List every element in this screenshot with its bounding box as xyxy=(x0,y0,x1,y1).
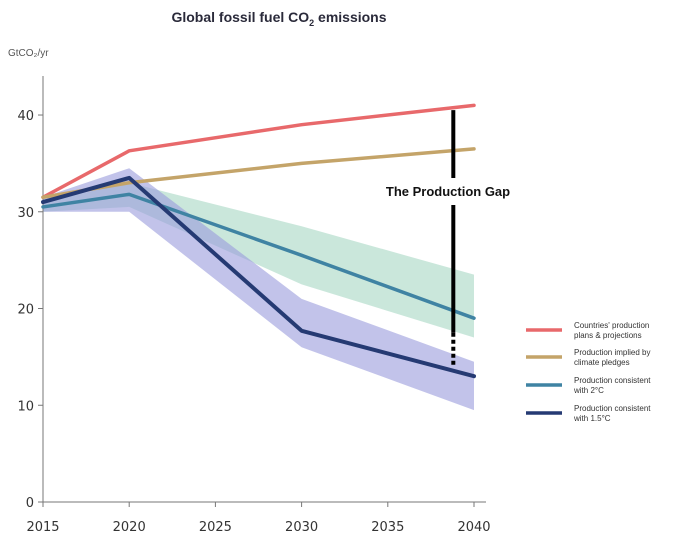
y-axis-label: GtCO₂/yr xyxy=(8,48,49,59)
y-tick-label-4: 40 xyxy=(17,109,34,124)
x-tick-label-3: 2030 xyxy=(285,520,318,535)
series-line-3 xyxy=(41,175,476,379)
series-line-0 xyxy=(41,103,476,200)
series-lines xyxy=(41,103,476,379)
uncertainty-bands xyxy=(43,168,474,411)
x-tick-label-4: 2035 xyxy=(371,520,404,535)
y-tick-label-0: 0 xyxy=(26,496,34,511)
y-tick-label-3: 30 xyxy=(17,206,34,221)
legend-label-2: Production consistent with 2°C xyxy=(573,376,651,395)
legend-label-3: Production consistent with 1.5°C xyxy=(573,404,651,423)
production-gap: The Production Gap xyxy=(386,110,510,367)
y-tick-label-2: 20 xyxy=(17,303,34,318)
chart-title: Global fossil fuel CO2 emissions xyxy=(171,9,386,28)
series-line-2 xyxy=(41,192,476,320)
gap-label: The Production Gap xyxy=(386,184,510,199)
x-tick-label-5: 2040 xyxy=(457,520,490,535)
y-tick-label-1: 10 xyxy=(17,399,34,414)
x-tick-label-2: 2025 xyxy=(199,520,232,535)
legend-label-1: Production implied by climate pledges xyxy=(574,348,650,367)
x-tick-label-0: 2015 xyxy=(26,520,59,535)
legend-label-0: Countries' production plans & projections xyxy=(574,321,649,340)
legend: Countries' production plans & projections… xyxy=(526,321,651,423)
x-tick-label-1: 2020 xyxy=(113,520,146,535)
band-0 xyxy=(43,182,474,338)
